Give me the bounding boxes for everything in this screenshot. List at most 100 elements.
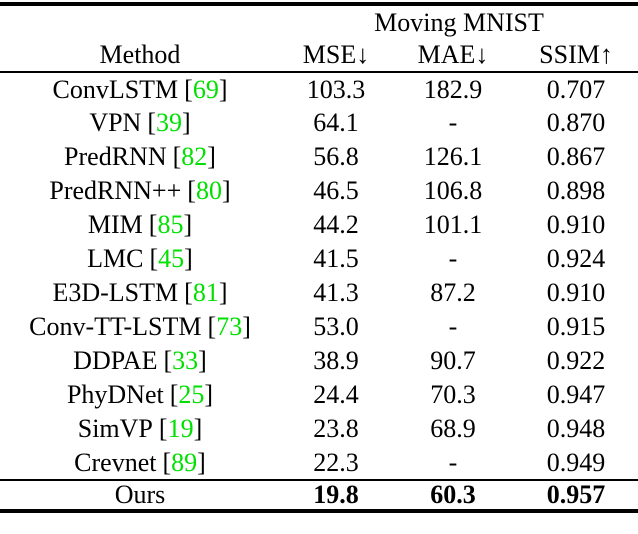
mse-cell: 41.3 — [313, 278, 359, 308]
citation-link[interactable]: [82] — [173, 142, 216, 171]
method-cell: E3D-LSTM [81] — [0, 276, 280, 310]
ssim-cell: 0.948 — [546, 414, 606, 444]
citation-link[interactable]: [80] — [187, 176, 230, 205]
cite-open-bracket: [ — [184, 278, 193, 308]
ssim-cell: 0.915 — [546, 312, 606, 342]
table-row: Crevnet [89] 22.3 - 0.949 — [0, 446, 638, 480]
ssim-cell: 0.922 — [546, 346, 606, 376]
ours-mae-cell: 60.3 — [430, 480, 476, 510]
mse-cell: 44.2 — [313, 210, 359, 240]
table-row: Conv-TT-LSTM [73] 53.0 - 0.915 — [0, 310, 638, 344]
ssim-cell: 0.924 — [546, 244, 606, 274]
cite-close-bracket: ] — [198, 346, 207, 376]
method-name: Crevnet — [74, 447, 157, 477]
col-header-mae: MAE↓ — [417, 40, 489, 70]
mae-cell: 182.9 — [423, 74, 483, 104]
citation-number[interactable]: 45 — [158, 244, 185, 274]
column-header-row: Method MSE↓ MAE↓ SSIM↑ — [0, 39, 638, 72]
citation-number[interactable]: 25 — [178, 380, 205, 410]
results-table: Moving MNIST Method MSE↓ MAE↓ SSIM↑ Conv… — [0, 2, 638, 513]
cite-close-bracket: ] — [218, 278, 228, 308]
method-cell: ConvLSTM [69] — [0, 72, 280, 106]
method-name: PredRNN++ — [49, 176, 182, 206]
citation-link[interactable]: [39] — [147, 108, 190, 137]
method-name: SimVP — [77, 414, 153, 444]
citation-number[interactable]: 19 — [167, 414, 194, 444]
citation-number[interactable]: 39 — [156, 108, 182, 138]
mse-cell: 56.8 — [313, 142, 359, 172]
cite-open-bracket: [ — [169, 380, 179, 410]
method-name: E3D-LSTM — [52, 278, 179, 308]
col-header-method: Method — [99, 40, 181, 70]
mae-cell: 68.9 — [430, 414, 476, 444]
citation-link[interactable]: [19] — [159, 414, 202, 443]
ssim-cell: 0.947 — [546, 380, 606, 410]
method-cell: DDPAE [33] — [0, 344, 280, 378]
citation-link[interactable]: [89] — [162, 448, 205, 477]
method-name: ConvLSTM — [52, 74, 179, 104]
citation-number[interactable]: 69 — [192, 74, 219, 104]
cite-open-bracket: [ — [184, 74, 193, 104]
group-header-row: Moving MNIST — [0, 4, 638, 39]
citation-link[interactable]: [69] — [184, 75, 227, 104]
method-name: PredRNN — [64, 142, 167, 172]
ssim-cell: 0.910 — [546, 210, 606, 240]
citation-number[interactable]: 85 — [157, 210, 184, 240]
citation-number[interactable]: 80 — [195, 176, 222, 206]
method-cell: PhyDNet [25] — [0, 378, 280, 412]
mse-cell: 23.8 — [313, 414, 359, 444]
citation-number[interactable]: 89 — [171, 447, 198, 477]
cite-close-bracket: ] — [242, 312, 251, 342]
mse-cell: 53.0 — [313, 312, 359, 342]
mse-cell: 22.3 — [313, 447, 359, 477]
ours-method-cell: Ours — [114, 480, 166, 510]
method-cell: Crevnet [89] — [0, 446, 280, 480]
cite-open-bracket: [ — [207, 312, 217, 342]
method-cell: PredRNN++ [80] — [0, 174, 280, 208]
mae-cell: 87.2 — [430, 278, 476, 308]
method-cell: SimVP [19] — [0, 412, 280, 446]
cite-close-bracket: ] — [197, 447, 206, 477]
method-name: Conv-TT-LSTM — [29, 312, 202, 342]
col-header-mse: MSE↓ — [302, 40, 370, 70]
citation-number[interactable]: 82 — [181, 142, 208, 172]
method-cell: VPN [39] — [0, 106, 280, 140]
mae-cell: - — [448, 312, 458, 342]
mse-cell: 24.4 — [313, 380, 359, 410]
citation-link[interactable]: [45] — [150, 244, 193, 273]
citation-link[interactable]: [73] — [208, 312, 251, 341]
table-row: MIM [85] 44.2 101.1 0.910 — [0, 208, 638, 242]
citation-number[interactable]: 73 — [216, 312, 243, 342]
citation-link[interactable]: [25] — [170, 380, 213, 409]
mse-cell: 46.5 — [313, 176, 359, 206]
method-cell: MIM [85] — [0, 208, 280, 242]
cite-open-bracket: [ — [162, 447, 172, 477]
citation-link[interactable]: [33] — [163, 346, 206, 375]
mae-cell: 70.3 — [430, 380, 476, 410]
ssim-cell: 0.910 — [546, 278, 606, 308]
table-row: ConvLSTM [69] 103.3 182.9 0.707 — [0, 72, 638, 106]
ssim-cell: 0.870 — [546, 108, 606, 138]
cite-open-bracket: [ — [187, 176, 196, 206]
mse-cell: 41.5 — [313, 244, 359, 274]
table-row: PredRNN [82] 56.8 126.1 0.867 — [0, 140, 638, 174]
mse-cell: 64.1 — [313, 108, 359, 138]
ssim-cell: 0.707 — [546, 74, 606, 104]
dataset-group-header: Moving MNIST — [374, 7, 544, 37]
ours-ssim-cell: 0.957 — [546, 480, 606, 510]
method-name: MIM — [87, 210, 143, 240]
citation-number[interactable]: 33 — [172, 346, 199, 376]
method-name: DDPAE — [73, 346, 158, 376]
mae-cell: - — [448, 447, 458, 477]
method-cell: LMC [45] — [0, 242, 280, 276]
citation-number[interactable]: 81 — [192, 278, 219, 308]
cite-open-bracket: [ — [148, 210, 158, 240]
ssim-cell: 0.898 — [546, 176, 606, 206]
cite-open-bracket: [ — [149, 244, 159, 274]
group-header-spacer — [0, 4, 280, 39]
method-name: PhyDNet — [66, 380, 164, 410]
citation-link[interactable]: [81] — [184, 278, 227, 307]
citation-link[interactable]: [85] — [149, 210, 192, 239]
table-header: Moving MNIST Method MSE↓ MAE↓ SSIM↑ — [0, 4, 638, 72]
cite-open-bracket: [ — [158, 414, 168, 444]
